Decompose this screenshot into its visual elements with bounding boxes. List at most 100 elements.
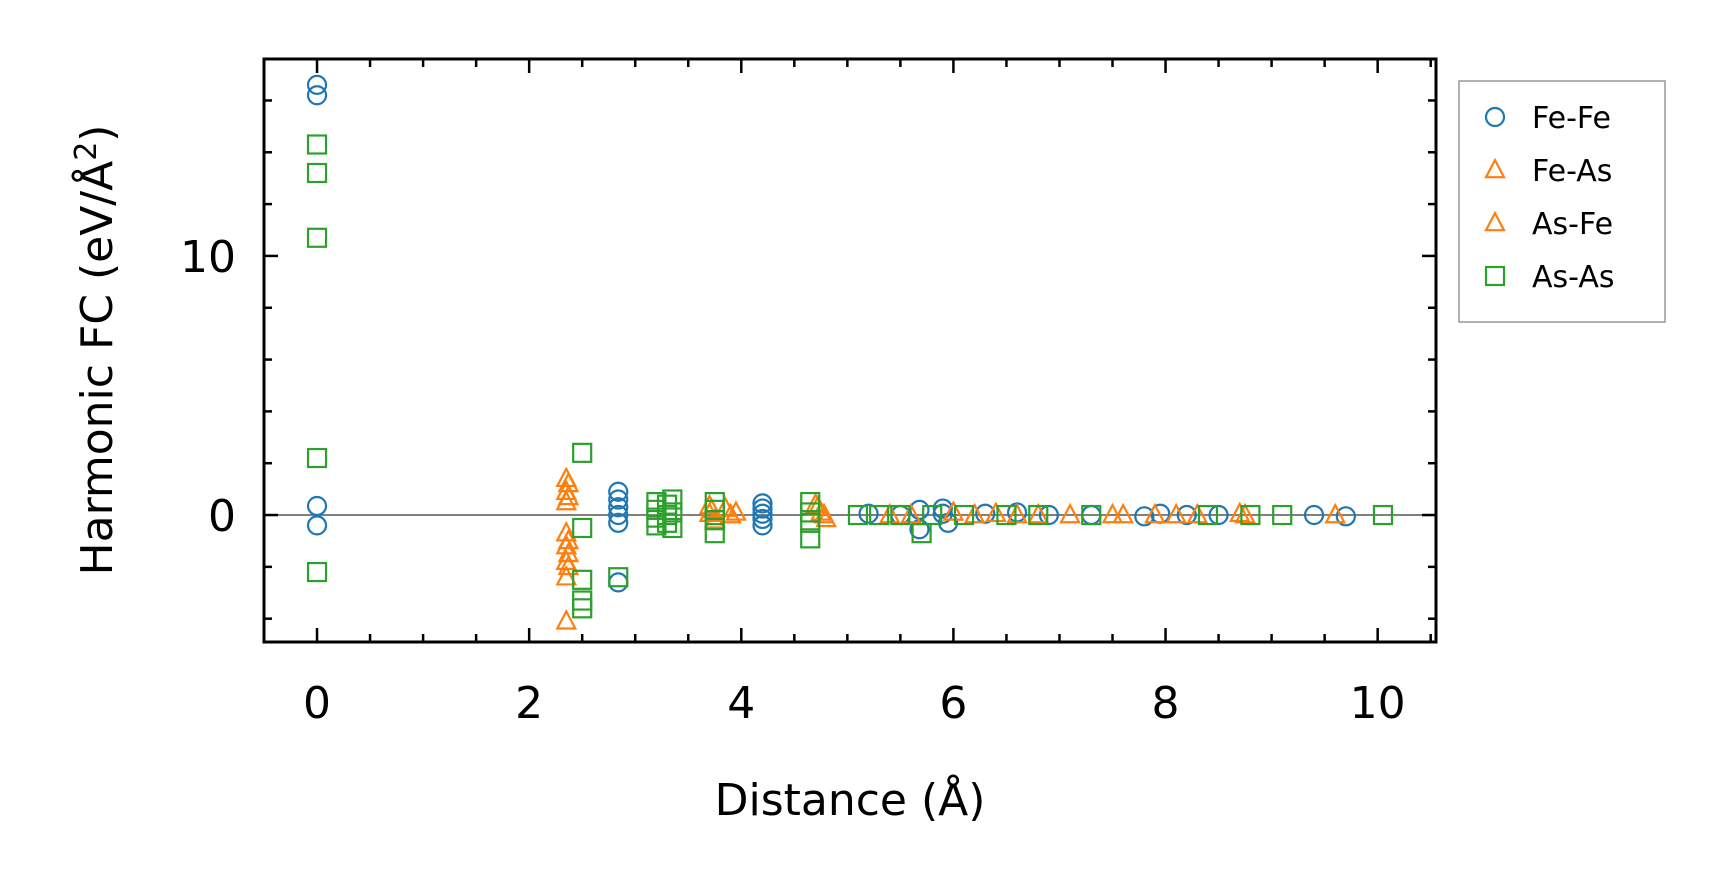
data-point-as-as (800, 528, 821, 549)
legend-entry-as-as: As-As (1484, 260, 1614, 295)
series-as-as (306, 134, 1394, 619)
data-point-as-as (1081, 504, 1102, 526)
data-point-as-fe (557, 554, 580, 576)
data-point-fe-fe (306, 85, 328, 106)
data-point-as-as (662, 517, 683, 539)
legend-marker-fe-as (1484, 157, 1506, 179)
data-point-as-as (704, 510, 725, 531)
data-point-fe-fe (752, 508, 773, 530)
data-point-as-as (572, 517, 593, 539)
data-point-as-as (1240, 504, 1261, 526)
data-point-as-as (800, 502, 821, 523)
x-axis-label: Distance (Å) (715, 773, 986, 826)
data-point-fe-fe (975, 503, 996, 524)
data-point-fe-as (985, 501, 1007, 523)
data-point-fe-fe (1335, 506, 1356, 527)
y-axis-label-main: Harmonic FC (eV/Å (70, 161, 123, 576)
data-point-fe-fe (1134, 506, 1155, 527)
data-point-fe-fe (608, 497, 629, 518)
data-point-as-as (1028, 504, 1049, 526)
legend-label: Fe-As (1532, 154, 1612, 189)
data-point-as-fe (557, 471, 580, 493)
legend-marker-as-fe (1484, 210, 1506, 232)
data-point-fe-as (942, 500, 965, 521)
data-point-fe-as (1059, 502, 1081, 524)
legend: Fe-Fe Fe-As As-Fe As-As (1458, 80, 1666, 323)
data-point-fe-fe (306, 515, 328, 536)
legend-marker-fe-fe (1484, 106, 1506, 128)
series-as-fe (557, 471, 1256, 576)
legend-label: Fe-Fe (1532, 101, 1611, 136)
data-point-as-fe (725, 500, 747, 521)
data-point-as-as (572, 442, 593, 463)
data-point-fe-fe (752, 515, 773, 536)
data-point-fe-fe (306, 495, 328, 517)
plot-frame (262, 57, 1438, 644)
data-point-as-as (306, 447, 328, 469)
data-point-as-fe (1027, 502, 1050, 524)
data-point-fe-as (555, 564, 578, 586)
data-point-fe-fe (752, 493, 773, 514)
data-point-as-as (572, 569, 593, 590)
data-point-fe-as (1006, 502, 1028, 524)
data-point-fe-as (1144, 502, 1166, 524)
data-point-fe-as (878, 502, 901, 524)
x-tick-label: 0 (303, 678, 331, 729)
y-axis-label: Harmonic FC (eV/Å2) (69, 125, 123, 576)
legend-entry-as-fe: As-Fe (1484, 207, 1613, 242)
data-point-fe-fe (608, 504, 629, 526)
data-point-as-fe (1186, 502, 1209, 524)
data-point-fe-as (555, 609, 578, 630)
data-point-as-as (922, 504, 943, 526)
data-point-fe-as (1101, 502, 1124, 524)
legend-label: As-As (1532, 260, 1614, 295)
data-point-as-fe (557, 528, 580, 550)
data-point-as-as (306, 227, 328, 248)
data-point-fe-as (1324, 502, 1347, 524)
data-point-fe-as (1165, 502, 1187, 524)
data-point-as-fe (1112, 502, 1134, 524)
data-point-as-as (306, 561, 328, 583)
data-point-as-as (608, 567, 629, 588)
x-tick-label: 8 (1152, 678, 1180, 729)
x-tick-label: 2 (515, 678, 543, 729)
data-point-as-as (662, 489, 683, 510)
x-tick-label: 6 (939, 678, 967, 729)
data-point-as-fe (700, 497, 723, 519)
data-point-fe-fe (608, 489, 629, 510)
data-point-fe-as (555, 520, 578, 542)
data-point-fe-fe (1176, 504, 1197, 526)
y-axis-label-close: ) (72, 125, 123, 142)
data-point-as-as (656, 512, 678, 533)
data-point-as-as (704, 499, 725, 520)
data-point-as-fe (963, 502, 986, 524)
data-point-as-as (800, 491, 821, 513)
data-point-fe-fe (752, 503, 773, 524)
data-point-as-as (306, 134, 328, 155)
data-point-fe-fe (608, 481, 629, 502)
data-point-as-as (890, 504, 911, 526)
x-tick-label: 10 (1350, 678, 1406, 729)
data-point-as-as (704, 523, 725, 544)
data-point-fe-fe (1038, 504, 1059, 526)
data-point-fe-as (719, 502, 742, 524)
data-point-as-as (1197, 504, 1219, 526)
y-tick-label: 10 (180, 232, 236, 283)
legend-label: As-Fe (1532, 207, 1613, 242)
data-point-as-as (306, 162, 328, 184)
data-point-fe-fe (1303, 504, 1325, 526)
data-point-fe-as (1228, 501, 1251, 523)
legend-marker-as-as (1484, 265, 1506, 287)
data-point-as-as (572, 598, 593, 619)
data-point-as-as (1272, 504, 1293, 526)
legend-entry-fe-as: Fe-As (1484, 154, 1612, 189)
x-tick-label: 4 (727, 678, 755, 729)
data-point-fe-fe (932, 498, 953, 519)
data-point-fe-fe (608, 512, 629, 533)
data-point-as-fe (557, 484, 580, 506)
data-point-as-as (911, 523, 932, 544)
data-point-as-as (953, 504, 975, 526)
y-tick-label: 0 (208, 491, 236, 542)
data-point-as-as (847, 504, 869, 526)
